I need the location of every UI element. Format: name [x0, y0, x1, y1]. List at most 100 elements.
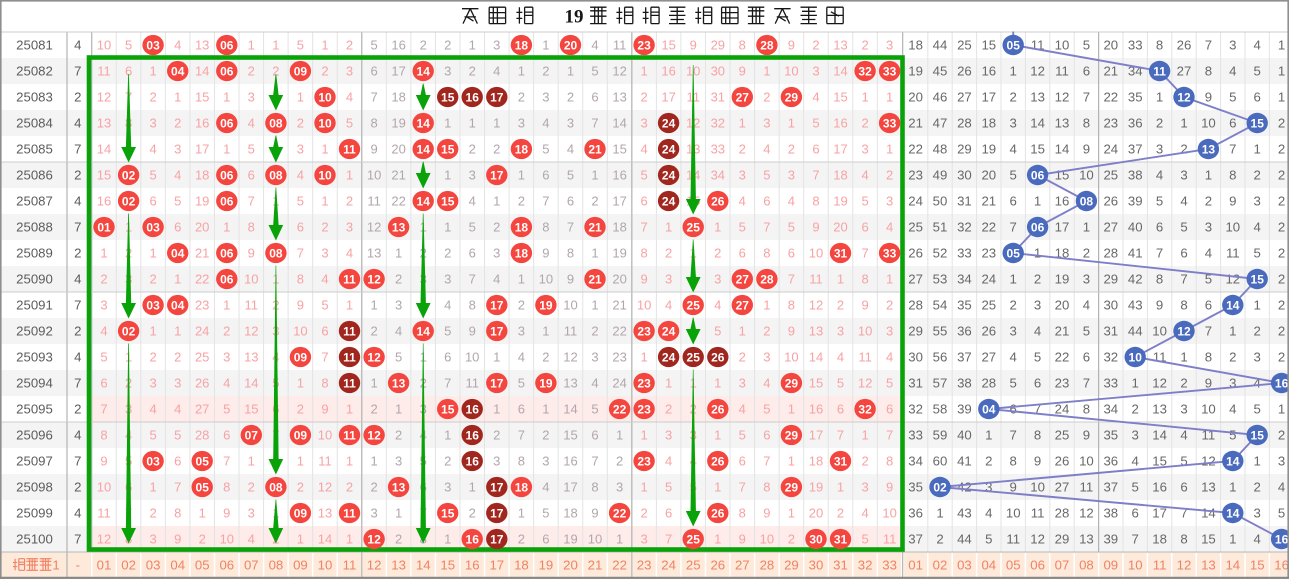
svg-text:4: 4	[174, 38, 181, 53]
svg-text:10: 10	[97, 38, 111, 53]
svg-text:14: 14	[244, 376, 258, 391]
svg-text:12: 12	[1225, 272, 1240, 287]
svg-text:5: 5	[297, 194, 304, 209]
svg-text:2: 2	[1180, 142, 1187, 157]
svg-text:16: 16	[809, 402, 823, 417]
svg-text:1: 1	[321, 38, 328, 53]
svg-text:4: 4	[174, 168, 181, 183]
svg-text:11: 11	[318, 454, 332, 469]
svg-text:51: 51	[933, 220, 948, 235]
svg-text:11: 11	[1153, 558, 1167, 573]
svg-text:14: 14	[417, 64, 431, 78]
svg-text:1: 1	[837, 480, 844, 495]
svg-text:4: 4	[567, 142, 574, 157]
svg-text:1: 1	[714, 376, 721, 391]
svg-text:16: 16	[1055, 194, 1070, 209]
svg-text:6: 6	[321, 324, 328, 339]
svg-text:5: 5	[542, 142, 549, 157]
svg-text:4: 4	[1254, 532, 1261, 547]
svg-text:4: 4	[346, 90, 353, 105]
svg-text:57: 57	[933, 376, 948, 391]
svg-text:22: 22	[612, 558, 627, 573]
svg-text:8: 8	[1180, 298, 1187, 313]
svg-text:6: 6	[739, 246, 746, 261]
svg-text:5: 5	[1010, 376, 1017, 391]
svg-text:20: 20	[391, 142, 405, 157]
svg-text:8: 8	[739, 506, 746, 521]
svg-text:12: 12	[858, 376, 872, 391]
svg-text:4: 4	[518, 350, 525, 365]
svg-text:1: 1	[542, 38, 549, 53]
svg-text:1: 1	[297, 454, 304, 469]
svg-text:11: 11	[1006, 532, 1020, 547]
svg-text:35: 35	[957, 298, 972, 313]
svg-text:1: 1	[321, 194, 328, 209]
svg-text:2: 2	[493, 142, 500, 157]
svg-text:08: 08	[269, 480, 283, 494]
svg-text:9: 9	[174, 532, 181, 547]
svg-text:8: 8	[518, 454, 525, 469]
svg-text:4: 4	[74, 506, 81, 521]
svg-text:02: 02	[122, 324, 136, 338]
svg-text:6: 6	[861, 220, 868, 235]
svg-text:8: 8	[1156, 38, 1163, 53]
svg-text:4: 4	[1205, 246, 1212, 261]
svg-text:2: 2	[1254, 168, 1261, 183]
svg-text:10: 10	[784, 64, 798, 79]
svg-text:1: 1	[395, 246, 402, 261]
svg-text:25089: 25089	[16, 246, 53, 261]
svg-text:18: 18	[908, 38, 923, 53]
svg-text:6: 6	[837, 402, 844, 417]
svg-text:1: 1	[985, 428, 992, 443]
svg-text:25088: 25088	[16, 220, 53, 235]
svg-text:25: 25	[687, 298, 701, 312]
svg-text:2: 2	[370, 324, 377, 339]
svg-text:25: 25	[908, 220, 923, 235]
svg-text:11: 11	[343, 558, 357, 573]
svg-text:1: 1	[861, 90, 868, 105]
svg-text:04: 04	[171, 246, 185, 260]
svg-text:6: 6	[763, 194, 770, 209]
svg-text:19: 19	[833, 194, 847, 209]
svg-text:25: 25	[981, 298, 996, 313]
svg-text:4: 4	[861, 506, 868, 521]
svg-text:28: 28	[908, 298, 923, 313]
svg-text:2: 2	[1278, 428, 1285, 443]
svg-text:15: 15	[1251, 272, 1265, 286]
svg-text:18: 18	[391, 90, 405, 105]
svg-text:4: 4	[1083, 298, 1090, 313]
svg-text:2: 2	[493, 220, 500, 235]
svg-text:2: 2	[1278, 272, 1285, 287]
svg-text:2: 2	[1254, 324, 1261, 339]
svg-text:9: 9	[640, 272, 647, 287]
svg-text:1: 1	[739, 116, 746, 131]
svg-text:29: 29	[1055, 532, 1070, 547]
svg-text:13: 13	[195, 38, 209, 53]
svg-text:21: 21	[588, 558, 603, 573]
svg-text:06: 06	[1031, 168, 1045, 182]
svg-text:14: 14	[563, 402, 577, 417]
svg-text:13: 13	[833, 38, 847, 53]
svg-text:19: 19	[539, 298, 553, 312]
svg-text:14: 14	[1201, 506, 1216, 521]
svg-text:2: 2	[665, 402, 672, 417]
svg-text:6: 6	[640, 194, 647, 209]
svg-text:3: 3	[739, 376, 746, 391]
svg-text:10: 10	[244, 272, 258, 287]
svg-text:7: 7	[74, 142, 81, 157]
svg-text:16: 16	[1275, 532, 1289, 546]
svg-text:2: 2	[518, 194, 525, 209]
svg-text:21: 21	[195, 246, 209, 261]
svg-text:37: 37	[1128, 142, 1143, 157]
svg-text:1: 1	[1083, 220, 1090, 235]
svg-text:06: 06	[220, 246, 234, 260]
svg-text:36: 36	[908, 506, 923, 521]
svg-text:12: 12	[1201, 454, 1216, 469]
svg-text:2: 2	[763, 90, 770, 105]
svg-text:3: 3	[665, 272, 672, 287]
svg-text:7: 7	[444, 376, 451, 391]
svg-text:1: 1	[100, 246, 107, 261]
svg-text:3: 3	[149, 532, 156, 547]
svg-text:9: 9	[370, 142, 377, 157]
svg-text:3: 3	[616, 480, 623, 495]
